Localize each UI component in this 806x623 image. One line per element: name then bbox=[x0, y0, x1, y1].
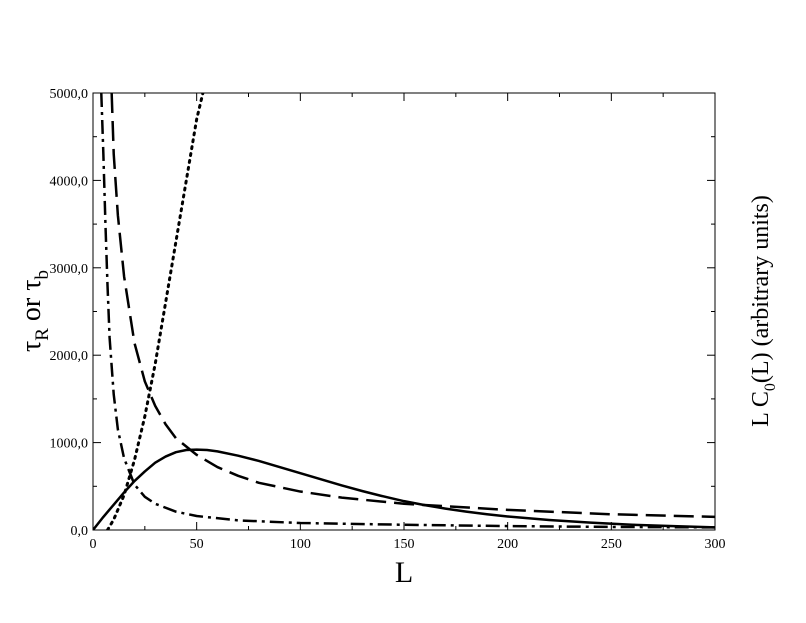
y-axis-title-symbol: τ bbox=[16, 341, 47, 352]
y-tick-label: 2000,0 bbox=[50, 349, 89, 364]
secondary-axis-title-suffix: (L) (arbitrary units) bbox=[748, 195, 774, 383]
x-tick-label: 100 bbox=[290, 537, 311, 552]
y-axis-title: τR or τb bbox=[16, 270, 53, 352]
x-axis-title: L bbox=[395, 556, 413, 589]
series-dashed-line bbox=[110, 93, 715, 519]
y-axis-title-mid: or bbox=[16, 291, 47, 328]
x-tick-label: 200 bbox=[497, 537, 518, 552]
secondary-axis-title: L C0(L) (arbitrary units) bbox=[748, 195, 779, 427]
y-axis-title-sub2: b bbox=[32, 270, 53, 280]
y-axis-title-symbol-2: τ bbox=[16, 279, 47, 290]
y-tick-label: 0,0 bbox=[71, 524, 89, 539]
x-tick-label: 50 bbox=[190, 537, 204, 552]
y-tick-label: 5000,0 bbox=[50, 87, 89, 102]
x-tick-label: 0 bbox=[90, 537, 97, 552]
y-tick-label: 3000,0 bbox=[50, 262, 89, 277]
secondary-axis-title-prefix: L C bbox=[748, 391, 774, 427]
x-tick-label: 150 bbox=[394, 537, 415, 552]
x-tick-label: 250 bbox=[601, 537, 622, 552]
series-layer bbox=[93, 93, 715, 530]
y-tick-label: 4000,0 bbox=[50, 174, 89, 189]
plot-area bbox=[92, 92, 716, 531]
tick-layer: 0 50 100 150 200 250 3000,01000,02000,03000,04… bbox=[50, 87, 726, 552]
series-solid-line bbox=[93, 448, 715, 530]
secondary-axis-title-sub: 0 bbox=[762, 383, 779, 391]
x-tick-label: 300 bbox=[705, 537, 726, 552]
y-tick-label: 1000,0 bbox=[50, 437, 89, 452]
series-dashdot-line bbox=[100, 93, 715, 529]
series-dotted-line bbox=[106, 93, 205, 530]
y-axis-title-sub1: R bbox=[32, 328, 53, 341]
